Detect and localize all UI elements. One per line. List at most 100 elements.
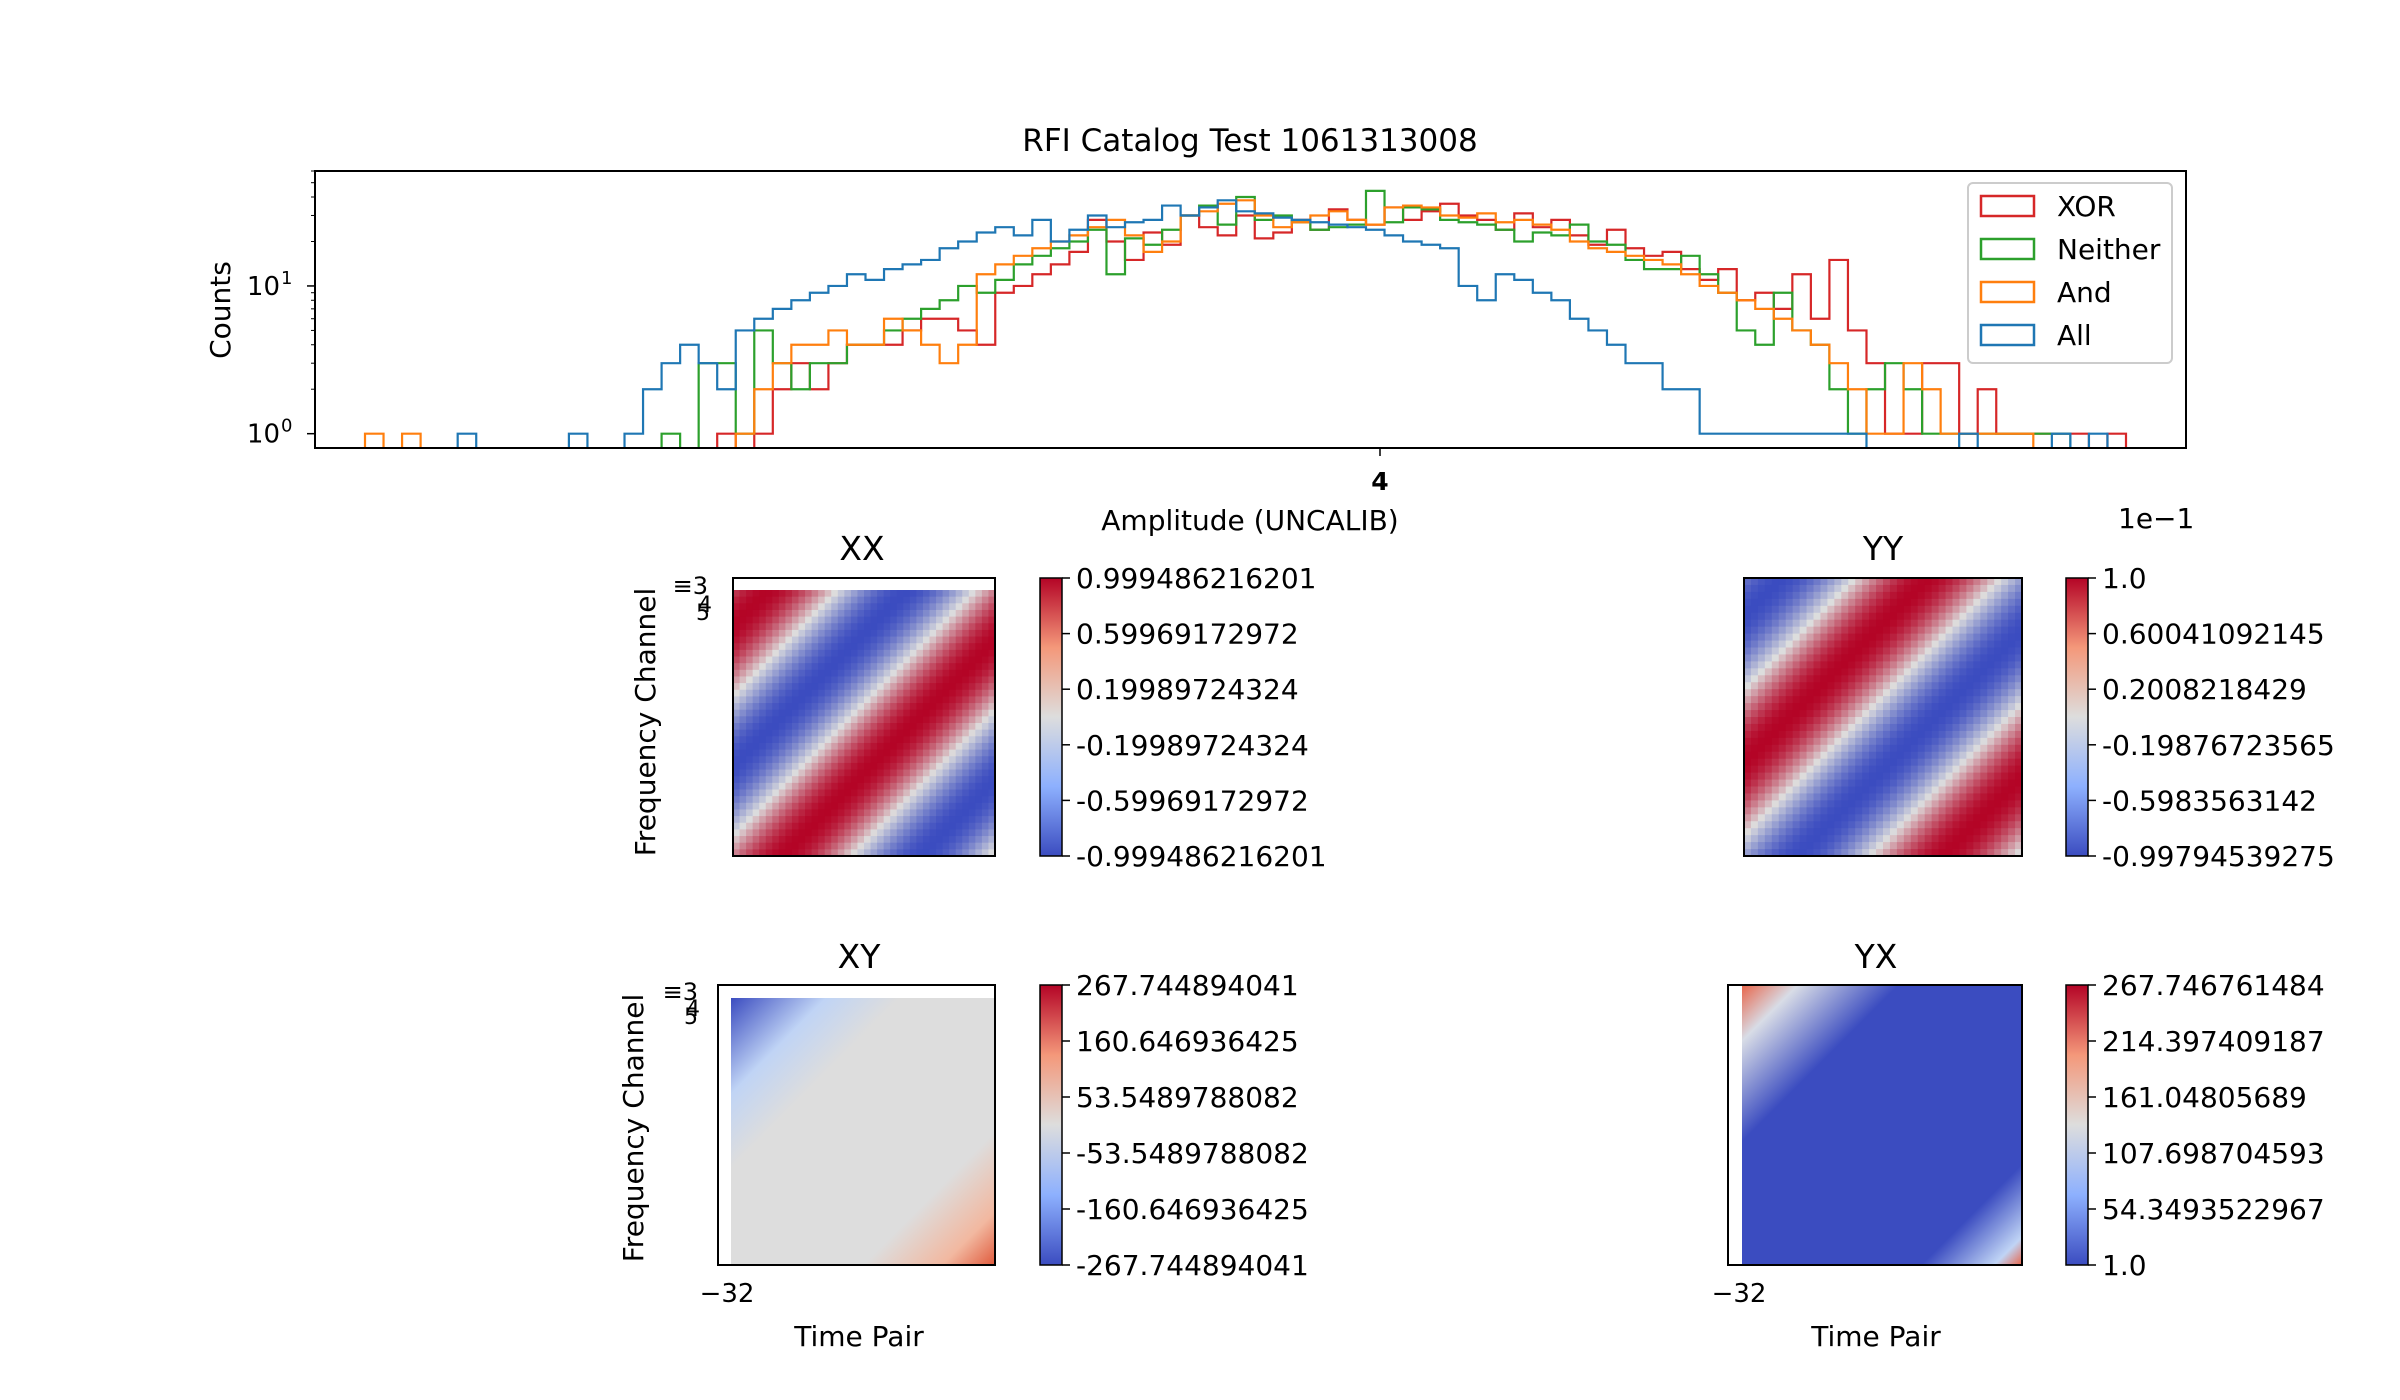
heatmap-cell [733, 696, 741, 704]
heatmap-cell [883, 836, 891, 844]
heatmap-cell [1869, 647, 1877, 656]
heatmap-cell [1855, 703, 1863, 711]
heatmap-cell [936, 742, 944, 751]
heatmap-cell [1910, 730, 1919, 739]
heatmap-cell [857, 663, 865, 671]
heatmap-cell [1848, 793, 1856, 801]
heatmap-cell [1994, 758, 2002, 767]
heatmap-cell [1820, 723, 1828, 732]
heatmap-cell [1806, 849, 1815, 857]
heatmap-cell [739, 696, 747, 704]
heatmap-cell [1903, 793, 1912, 801]
heatmap-cell [752, 756, 760, 764]
heatmap-cell [949, 782, 957, 791]
heatmap-cell [929, 649, 937, 658]
heatmap-cell [896, 709, 904, 717]
colorbar-tick-label: 0.60041092145 [2102, 618, 2325, 651]
heatmap-cell [791, 816, 800, 824]
heatmap-cell [1764, 737, 1773, 746]
heatmap-cell [1952, 598, 1961, 607]
heatmap-cell [1994, 807, 2002, 815]
heatmap-cell [1744, 730, 1752, 739]
heatmap-cell [949, 709, 957, 717]
heatmap-cell [981, 656, 990, 664]
heatmap-cell [1764, 765, 1773, 774]
heatmap-cell [1959, 793, 1967, 801]
heatmap-cell [805, 709, 813, 717]
heatmap-cell [1862, 598, 1870, 607]
heatmap-cell [824, 616, 832, 624]
heatmap-cell [791, 716, 800, 724]
heatmap-cell [1848, 633, 1856, 642]
heatmap-cell [1973, 654, 1981, 662]
heatmap-cell [1792, 723, 1801, 732]
heatmap-cell [955, 623, 963, 631]
heatmap-cell [942, 643, 950, 651]
heatmap-cell [1806, 730, 1815, 739]
heatmap-cell [1848, 605, 1856, 614]
heatmap-cell [1987, 668, 1995, 676]
heatmap-cell [772, 742, 780, 751]
heatmap-cell [1917, 717, 1926, 725]
heatmap-cell [2008, 793, 2016, 801]
heatmap-cell [1750, 744, 1759, 753]
heatmap-cell [1883, 730, 1891, 739]
heatmap-cell [1896, 661, 1905, 669]
heatmap-cell [2001, 786, 2009, 795]
heatmap-cell [890, 663, 898, 671]
heatmap-cell [1973, 633, 1981, 642]
heatmap-cell [2008, 758, 2016, 767]
heatmap-cell [857, 643, 865, 651]
heatmap-cell [2015, 849, 2023, 857]
heatmap-cell [1855, 849, 1863, 857]
heatmap-cell [824, 789, 832, 797]
heatmap-cell [824, 802, 832, 811]
histogram-series-and [363, 199, 2035, 448]
heatmap-cell [1757, 654, 1766, 662]
heatmap-cell [896, 649, 904, 658]
heatmap-cell [811, 802, 819, 811]
heatmap-cell [1987, 578, 1995, 586]
heatmap-cell [837, 696, 845, 704]
heatmap-cell [778, 669, 786, 678]
heatmap-cell [1841, 793, 1849, 801]
heatmap-cell [1973, 675, 1981, 683]
heatmap-cell [981, 723, 990, 731]
heatmap-cell [1924, 626, 1933, 635]
heatmap-cell [1757, 758, 1766, 767]
heatmap-cell [877, 816, 885, 824]
heatmap-cell [1987, 633, 1995, 642]
heatmap-cell [824, 816, 832, 824]
heatmap-cell [759, 742, 767, 751]
legend-swatch-and [1979, 280, 2036, 304]
heatmap-cell [2001, 723, 2009, 732]
heatmap-cell [1903, 626, 1912, 635]
heatmap-cell [1834, 640, 1842, 649]
heatmap-cell [929, 689, 937, 697]
heatmap-cell [1757, 800, 1766, 808]
heatmap-cell [942, 729, 950, 737]
heatmap-cell [1903, 612, 1912, 621]
heatmap-cell [922, 716, 931, 724]
heatmap-cell [2008, 730, 2016, 739]
heatmap-cell [1855, 800, 1863, 808]
heatmap-cell [837, 709, 845, 717]
heatmap-cell [791, 683, 800, 691]
heatmap-cell [896, 603, 904, 611]
heatmap-cell [1785, 835, 1794, 843]
heatmap-cell [1841, 744, 1849, 753]
heatmap-cell [955, 716, 963, 724]
heatmap-cell [798, 836, 806, 844]
heatmap-cell [1910, 786, 1919, 795]
heatmap-cell [746, 689, 754, 697]
heatmap-cell [1896, 842, 1905, 850]
heatmap-cell [1827, 772, 1835, 781]
heatmap-cell [1862, 828, 1870, 836]
heatmap-cell [1827, 751, 1835, 760]
heatmap-cell [2001, 717, 2009, 725]
heatmap-cell [2008, 717, 2016, 725]
heatmap-cell [857, 842, 865, 850]
heatmap-cell [831, 689, 839, 697]
heatmap-cell [883, 603, 891, 611]
heatmap-cell [1917, 612, 1926, 621]
